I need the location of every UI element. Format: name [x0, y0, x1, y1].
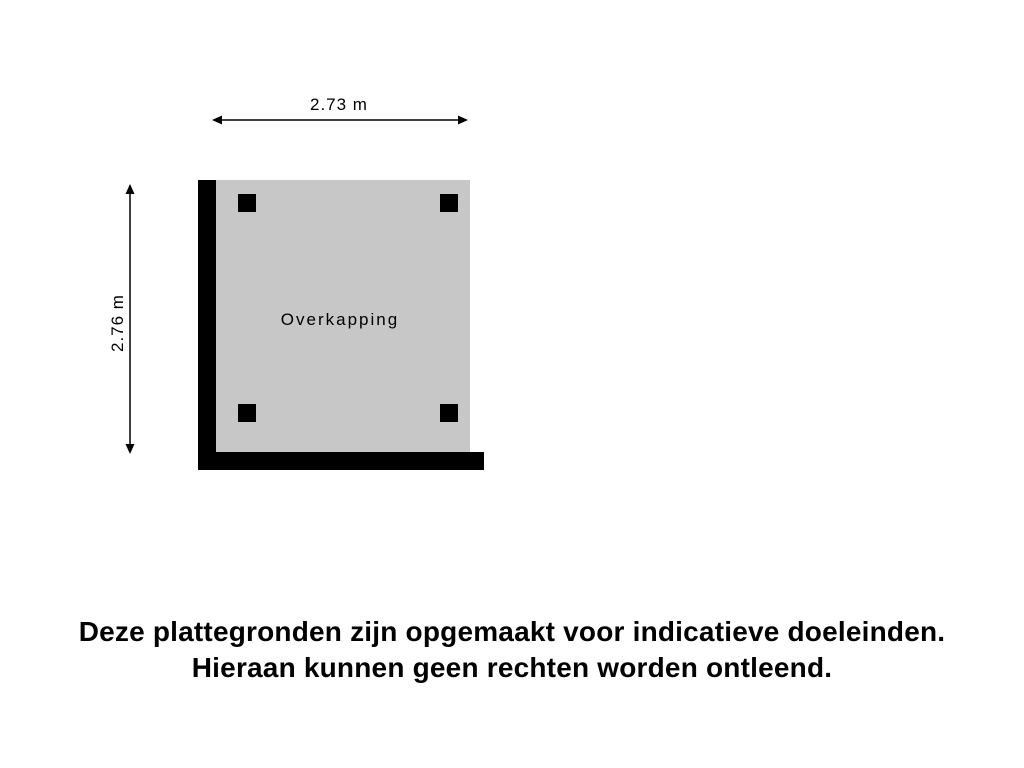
disclaimer-line-2: Hieraan kunnen geen rechten worden ontle…: [0, 652, 1024, 684]
floorplan-canvas: 2.73 m 2.76 m Overkapping Deze plattegro…: [0, 0, 1024, 768]
wall-left: [198, 180, 216, 470]
post-3: [440, 404, 458, 422]
dimension-width-label: 2.73 m: [310, 95, 368, 115]
dim-width-arrow-right: [458, 116, 468, 125]
disclaimer-line-1: Deze plattegronden zijn opgemaakt voor i…: [0, 616, 1024, 648]
dim-width-arrow-left: [212, 116, 222, 125]
dim-height-arrow-bottom: [126, 444, 135, 454]
room-label: Overkapping: [260, 310, 420, 330]
wall-bottom: [198, 452, 484, 470]
post-2: [238, 404, 256, 422]
dim-height-arrow-top: [126, 184, 135, 194]
post-0: [238, 194, 256, 212]
dimension-height-label: 2.76 m: [108, 294, 128, 352]
post-1: [440, 194, 458, 212]
